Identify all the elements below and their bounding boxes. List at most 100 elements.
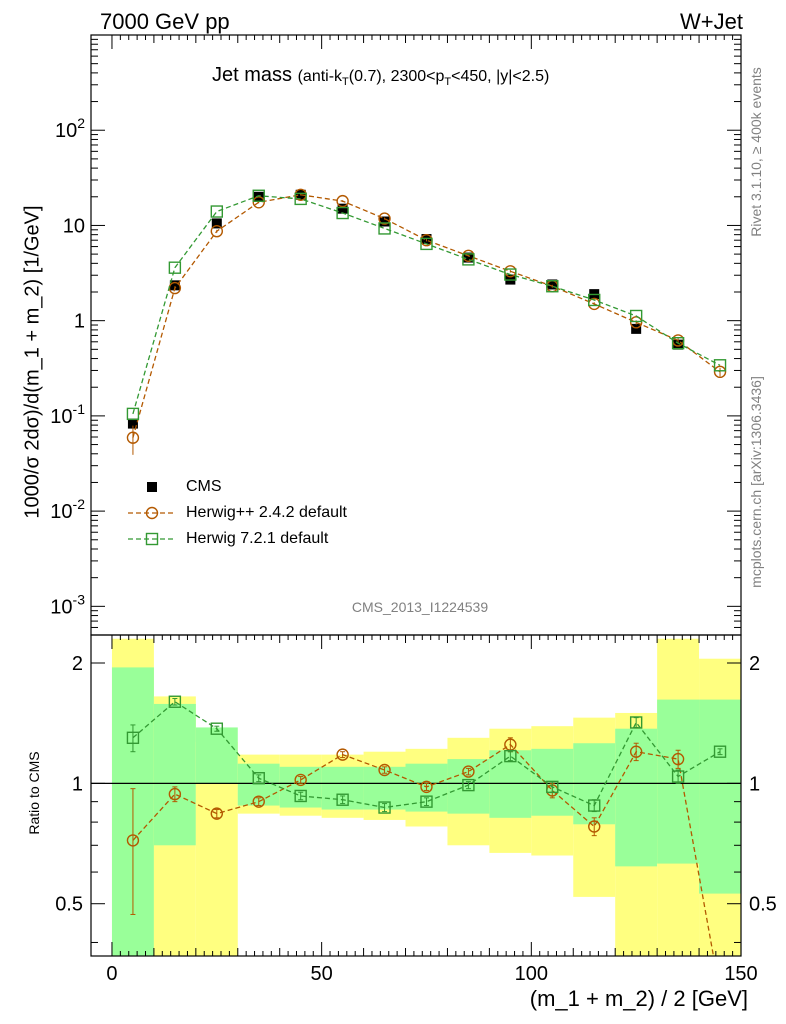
data-point-1 [713, 365, 727, 379]
data-point-0 [211, 218, 222, 229]
y-tick-label-ratio-left: 0.5 [55, 894, 83, 916]
y-tick-label-ratio-right: 2 [749, 653, 760, 675]
data-point-2 [420, 237, 433, 251]
data-point-1 [252, 196, 265, 209]
ratio-point-1 [713, 745, 727, 758]
y-tick-label-ratio-right: 0.5 [749, 894, 777, 916]
data-point-0 [631, 323, 642, 334]
ratio-series [126, 695, 727, 956]
ratio-point-0 [252, 795, 265, 808]
x-tick-label: 150 [724, 963, 757, 985]
data-point-2 [126, 407, 140, 421]
legend-marker [147, 482, 157, 492]
data-point-1 [378, 212, 391, 225]
data-point-2 [168, 261, 182, 274]
y-tick-label-ratio-left: 2 [72, 653, 83, 675]
stat-band-bin [195, 727, 238, 784]
data-point-2 [546, 280, 559, 293]
data-point-0 [547, 279, 558, 290]
legend-entry-1 [128, 506, 176, 520]
ratio-point-1 [504, 749, 517, 763]
legend-label-herwig7: Herwig 7.2.1 default [186, 530, 329, 547]
data-point-2 [210, 205, 224, 218]
y-axis-label-ratio: Ratio to CMS [26, 751, 42, 835]
data-point-0 [379, 216, 390, 227]
data-point-2 [378, 222, 391, 235]
ratio-point-0 [588, 820, 601, 833]
x-tick-label: 100 [515, 963, 548, 985]
legend-marker [145, 506, 159, 520]
ratio-point-1 [336, 793, 349, 806]
x-axis-label: (m_1 + m_2) / 2 [GeV] [529, 986, 748, 1011]
y-tick-label-main: 10-2 [50, 496, 85, 523]
ratio-point-0 [210, 807, 224, 820]
series-line-1 [132, 194, 721, 438]
stat-band-bin [153, 703, 196, 846]
data-point-2 [336, 206, 349, 220]
y-tick-label-main: 10-3 [50, 591, 85, 618]
stat-band-bin [699, 699, 741, 894]
legend-label-herwigpp: Herwig++ 2.4.2 default [186, 504, 347, 521]
ratio-point-1 [252, 772, 265, 785]
side-text-mcplots: mcplots.cern.ch [arXiv:1306.3436] [748, 376, 764, 588]
legend-label-cms: CMS [186, 478, 222, 495]
ratio-point-0 [462, 765, 475, 778]
data-point-1 [210, 225, 224, 238]
header-left: 7000 GeV pp [100, 9, 230, 34]
x-tick-label: 50 [311, 963, 333, 985]
ratio-point-1 [378, 801, 391, 814]
ratio-point-1 [588, 799, 601, 812]
ratio-point-0 [378, 763, 391, 777]
data-point-0 [715, 645, 725, 655]
ratio-point-1 [546, 780, 559, 794]
y-tick-label-main: 10 [63, 215, 85, 237]
ratio-point-0 [294, 773, 307, 787]
legend-entry-0 [147, 482, 157, 492]
analysis-watermark: CMS_2013_I1224539 [351, 599, 489, 615]
data-point-2 [294, 192, 307, 206]
ratio-point-1 [210, 722, 224, 735]
ratio-point-0 [671, 752, 685, 766]
data-point-0 [127, 418, 138, 429]
series-line-2 [132, 195, 721, 415]
y-tick-label-main: 102 [55, 115, 85, 142]
ratio-point-0 [629, 745, 643, 758]
ratio-point-0 [126, 834, 140, 847]
ratio-point-1 [168, 695, 182, 708]
ratio-point-1 [462, 778, 475, 792]
ratio-point-0 [336, 748, 349, 761]
plot-title-main: Jet mass [212, 64, 293, 86]
y-tick-label-ratio-right: 1 [749, 773, 760, 795]
data-point-1 [629, 316, 643, 329]
plot-title: Jet mass (anti-kT(0.7), 2300<pT<450, |y|… [212, 64, 549, 88]
ratio-panel-frame [90, 634, 742, 957]
x-tick-label: 0 [106, 963, 117, 985]
y-tick-label-ratio-left: 1 [72, 773, 83, 795]
header-right: W+Jet [680, 9, 743, 34]
ratio-bands [111, 638, 741, 956]
data-point-2 [629, 309, 643, 323]
data-point-0 [463, 252, 474, 263]
ratio-point-1 [420, 795, 433, 808]
data-point-2 [462, 253, 475, 266]
data-point-1 [126, 431, 140, 444]
ratio-point-0 [168, 787, 182, 801]
y-tick-label-main: 1 [74, 311, 85, 333]
data-point-2 [252, 189, 265, 202]
ratio-point-1 [629, 716, 643, 729]
plot-title-sub: (anti-kT(0.7), 2300<pT<450, |y|<2.5) [297, 68, 550, 89]
ratio-point-0 [420, 780, 433, 794]
ratio-point-1 [126, 731, 140, 745]
data-point-0 [169, 280, 180, 291]
data-point-2 [671, 336, 685, 350]
ratio-point-1 [671, 770, 685, 783]
stat-band-bin [279, 766, 322, 808]
data-point-2 [504, 268, 517, 281]
ratio-point-1 [294, 789, 307, 803]
data-point-1 [336, 194, 349, 208]
data-point-2 [713, 359, 727, 372]
side-text-rivet: Rivet 3.1.10, ≥ 400k events [748, 67, 764, 237]
y-tick-label-main: 10-1 [50, 401, 85, 428]
data-point-0 [337, 203, 348, 214]
